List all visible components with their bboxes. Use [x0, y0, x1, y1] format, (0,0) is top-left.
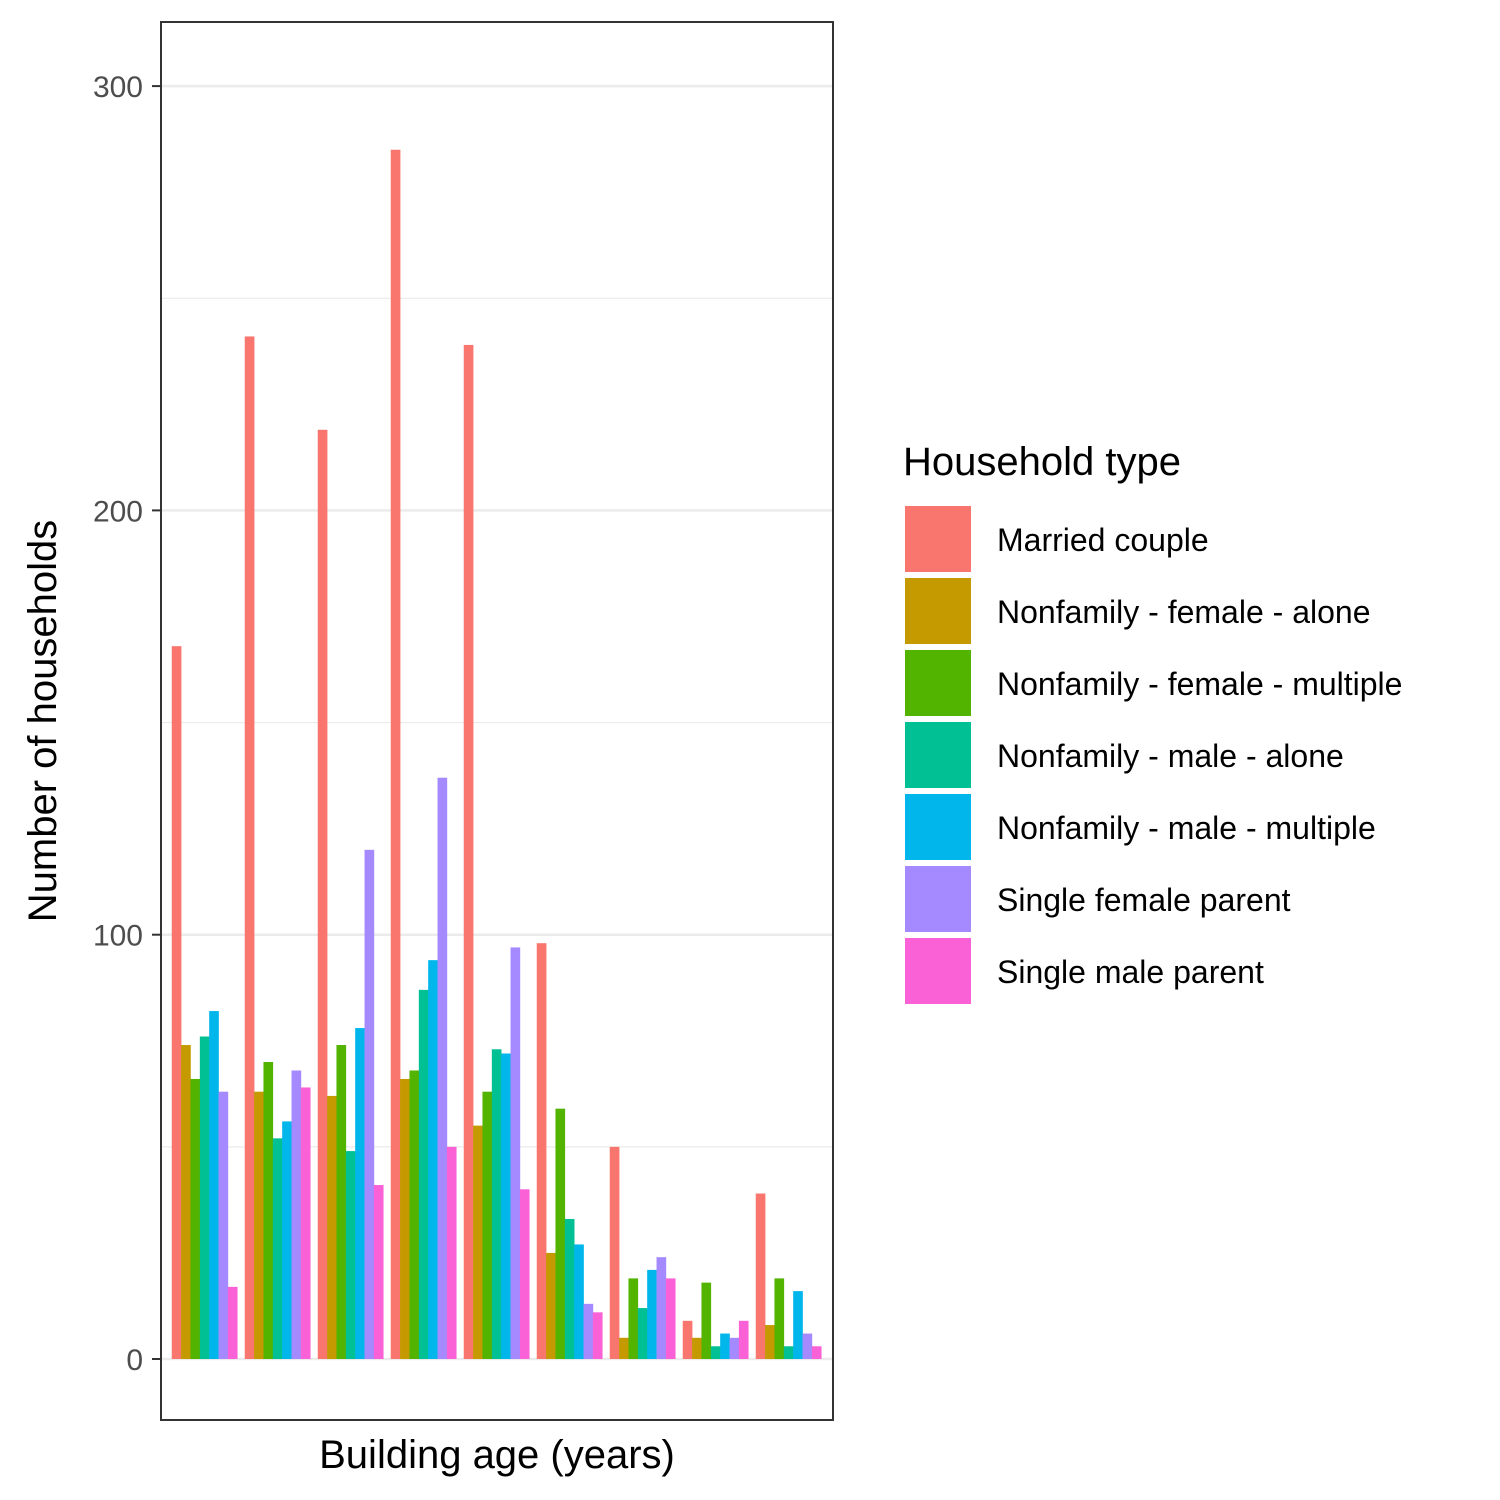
- bar: [418, 989, 429, 1359]
- bar: [765, 1325, 775, 1359]
- bar: [317, 429, 328, 1359]
- bar: [355, 1028, 365, 1359]
- legend-label: Nonfamily - male - alone: [997, 738, 1344, 774]
- bar: [583, 1303, 594, 1359]
- legend-label: Single male parent: [997, 954, 1264, 990]
- bar: [218, 1091, 229, 1359]
- legend-key: [905, 722, 971, 788]
- bar: [364, 849, 375, 1359]
- bar: [300, 1087, 311, 1359]
- bar: [564, 1218, 575, 1359]
- legend-key: [905, 506, 971, 572]
- bar: [171, 646, 182, 1359]
- y-tick-label: 300: [93, 71, 143, 104]
- y-tick-label: 200: [93, 495, 143, 528]
- bar: [482, 1091, 493, 1359]
- bar: [345, 1151, 356, 1359]
- bar: [793, 1291, 803, 1359]
- bar: [720, 1333, 730, 1359]
- bar: [263, 1061, 274, 1359]
- legend-label: Single female parent: [997, 882, 1291, 918]
- bar: [783, 1346, 794, 1359]
- bar: [254, 1091, 264, 1359]
- bar: [491, 1049, 502, 1359]
- legend-label: Nonfamily - female - multiple: [997, 666, 1402, 702]
- bar: [802, 1333, 813, 1359]
- bar: [682, 1320, 693, 1359]
- bar: [373, 1185, 384, 1359]
- bar: [536, 943, 547, 1359]
- legend: Household type Married couple Nonfamily -…: [903, 440, 1402, 1004]
- bar: [336, 1045, 347, 1359]
- bar: [710, 1346, 721, 1359]
- bar: [501, 1053, 511, 1359]
- bar: [574, 1244, 584, 1359]
- bar: [656, 1257, 667, 1359]
- x-axis-title: Building age (years): [319, 1433, 675, 1477]
- bar: [738, 1320, 749, 1359]
- y-axis: 0 100 200 300: [93, 71, 161, 1377]
- legend-key: [905, 938, 971, 1004]
- bar: [209, 1011, 219, 1359]
- y-axis-title: Number of households: [21, 520, 65, 922]
- bar: [755, 1193, 766, 1359]
- bar: [637, 1308, 648, 1359]
- legend-label: Nonfamily - female - alone: [997, 594, 1370, 630]
- bar: [409, 1070, 420, 1359]
- bar: [592, 1312, 603, 1359]
- legend-label: Married couple: [997, 522, 1209, 558]
- bar: [272, 1138, 283, 1359]
- legend-key: [905, 794, 971, 860]
- bar: [181, 1045, 191, 1359]
- bars: [171, 149, 822, 1360]
- bar: [619, 1337, 629, 1359]
- bar: [199, 1036, 210, 1359]
- y-tick-label: 100: [93, 920, 143, 953]
- bar: [628, 1278, 639, 1359]
- legend-key: [905, 866, 971, 932]
- bar: [291, 1070, 302, 1359]
- legend-key: [905, 650, 971, 716]
- legend-title: Household type: [903, 440, 1181, 484]
- bar: [390, 149, 401, 1360]
- bar: [400, 1078, 410, 1359]
- legend-label: Nonfamily - male - multiple: [997, 810, 1376, 846]
- bar: [647, 1269, 657, 1359]
- bar: [774, 1278, 785, 1359]
- bar: [546, 1252, 556, 1359]
- bar: [510, 947, 521, 1359]
- bar: [437, 777, 448, 1359]
- bar: [327, 1095, 337, 1359]
- bar: [428, 960, 438, 1359]
- bar: [609, 1146, 620, 1359]
- bar: [519, 1189, 530, 1359]
- bar: [811, 1346, 822, 1359]
- bar: [463, 344, 474, 1359]
- bar: [729, 1337, 740, 1359]
- bar: [473, 1125, 483, 1359]
- plot-panel-border: [160, 21, 834, 1421]
- bar: [190, 1078, 201, 1359]
- bar: [692, 1337, 702, 1359]
- bar: [244, 336, 255, 1359]
- bar: [282, 1121, 292, 1359]
- bar: [665, 1278, 676, 1359]
- bar: [227, 1286, 238, 1359]
- bar: [555, 1108, 566, 1359]
- bar: [701, 1282, 712, 1359]
- bar: [446, 1146, 457, 1359]
- legend-key: [905, 578, 971, 644]
- y-tick-label: 0: [126, 1344, 143, 1377]
